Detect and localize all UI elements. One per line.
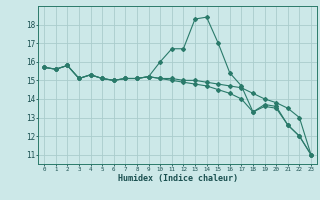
- X-axis label: Humidex (Indice chaleur): Humidex (Indice chaleur): [118, 174, 238, 183]
